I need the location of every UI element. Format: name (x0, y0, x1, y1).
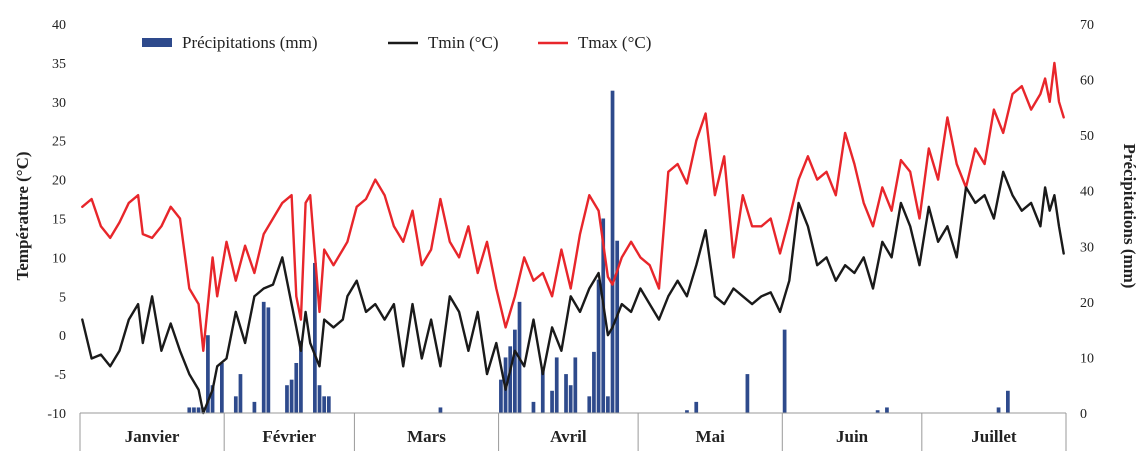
precipitation-bar (782, 329, 787, 413)
legend-label-tmin: Tmin (°C) (428, 33, 499, 52)
tmax-line (81, 61, 1065, 352)
precipitation-bar (531, 401, 536, 413)
precipitation-bar (685, 410, 689, 413)
precipitation-bar (289, 379, 294, 413)
precipitation-bar (206, 335, 210, 413)
precipitation-bar (587, 396, 592, 413)
precipitation-bar (317, 385, 322, 413)
precipitation-bar (875, 410, 880, 413)
temperature-lines (81, 61, 1065, 415)
legend-label-precipitation: Précipitations (mm) (182, 33, 318, 52)
y-axis-right-title: Précipitations (mm) (1120, 144, 1136, 289)
precipitation-bar (573, 357, 578, 413)
y-right-tick-label: 20 (1080, 296, 1094, 311)
precipitation-bar (266, 307, 271, 413)
month-label: Avril (550, 427, 587, 446)
axes: 4035302520151050-5-10706050403020100Janv… (47, 18, 1094, 451)
precipitation-bar (187, 407, 192, 413)
precipitation-bar (192, 407, 196, 413)
precipitation-bar (438, 407, 443, 413)
y-left-tick-label: 5 (59, 290, 66, 305)
precipitation-bar (596, 279, 601, 413)
y-right-tick-label: 70 (1080, 18, 1094, 33)
y-right-tick-label: 60 (1080, 74, 1094, 89)
precipitation-bar (238, 374, 243, 413)
y-left-tick-label: 20 (52, 174, 66, 189)
precipitation-bar (550, 390, 554, 413)
precipitation-bar (499, 379, 503, 413)
y-right-tick-label: 50 (1080, 129, 1094, 144)
y-axis-left-title: Température (°C) (13, 151, 32, 280)
precipitation-bar (285, 385, 289, 413)
y-right-tick-label: 40 (1080, 185, 1094, 200)
y-left-tick-label: 30 (52, 96, 66, 111)
y-left-tick-label: 10 (52, 251, 66, 266)
precipitation-bar (322, 396, 327, 413)
precipitation-bar (996, 407, 1001, 413)
precipitation-bar (601, 218, 606, 413)
precipitation-bar (615, 240, 620, 413)
precipitation-bar (294, 362, 299, 413)
month-label: Février (262, 427, 316, 446)
y-left-tick-label: 40 (52, 18, 66, 33)
legend-label-tmax: Tmax (°C) (578, 33, 651, 52)
precipitation-bar (508, 346, 513, 413)
y-right-tick-label: 0 (1080, 407, 1087, 422)
y-left-tick-label: 15 (52, 213, 66, 228)
month-label: Mars (407, 427, 446, 446)
precipitation-bar (540, 368, 545, 413)
precipitation-bar (326, 396, 331, 413)
precipitation-bar (745, 374, 750, 413)
precipitation-bar (568, 385, 573, 413)
precipitation-bar (1006, 390, 1010, 413)
precipitation-bar (210, 385, 215, 413)
precipitation-bar (885, 407, 889, 413)
y-left-tick-label: -5 (54, 368, 66, 383)
precipitation-bar (219, 362, 224, 413)
precipitation-bar (606, 396, 610, 413)
precipitation-bar (261, 301, 266, 413)
month-label: Juin (836, 427, 869, 446)
precipitation-bar (233, 396, 238, 413)
precipitation-bar (610, 90, 615, 413)
precipitation-bars (187, 90, 1010, 413)
precipitation-bar (592, 351, 596, 413)
precipitation-bar (513, 329, 517, 413)
legend: Précipitations (mm) Tmin (°C) Tmax (°C) (142, 33, 651, 52)
precipitation-bar (252, 401, 257, 413)
month-label: Janvier (125, 427, 180, 446)
precipitation-bar (196, 407, 201, 413)
precipitation-bar (299, 340, 303, 413)
precipitation-bar (313, 262, 317, 413)
tmin-line (81, 170, 1065, 415)
y-left-tick-label: 25 (52, 135, 66, 150)
precipitation-bar (554, 357, 559, 413)
y-left-tick-label: -10 (47, 407, 66, 422)
legend-swatch-precipitation (142, 38, 172, 47)
month-label: Mai (696, 427, 726, 446)
month-label: Juillet (971, 427, 1017, 446)
y-left-tick-label: 35 (52, 57, 66, 72)
y-right-tick-label: 30 (1080, 240, 1094, 255)
precipitation-bar (694, 401, 699, 413)
y-right-tick-label: 10 (1080, 351, 1094, 366)
y-left-tick-label: 0 (59, 329, 66, 344)
precipitation-bar (564, 374, 568, 413)
